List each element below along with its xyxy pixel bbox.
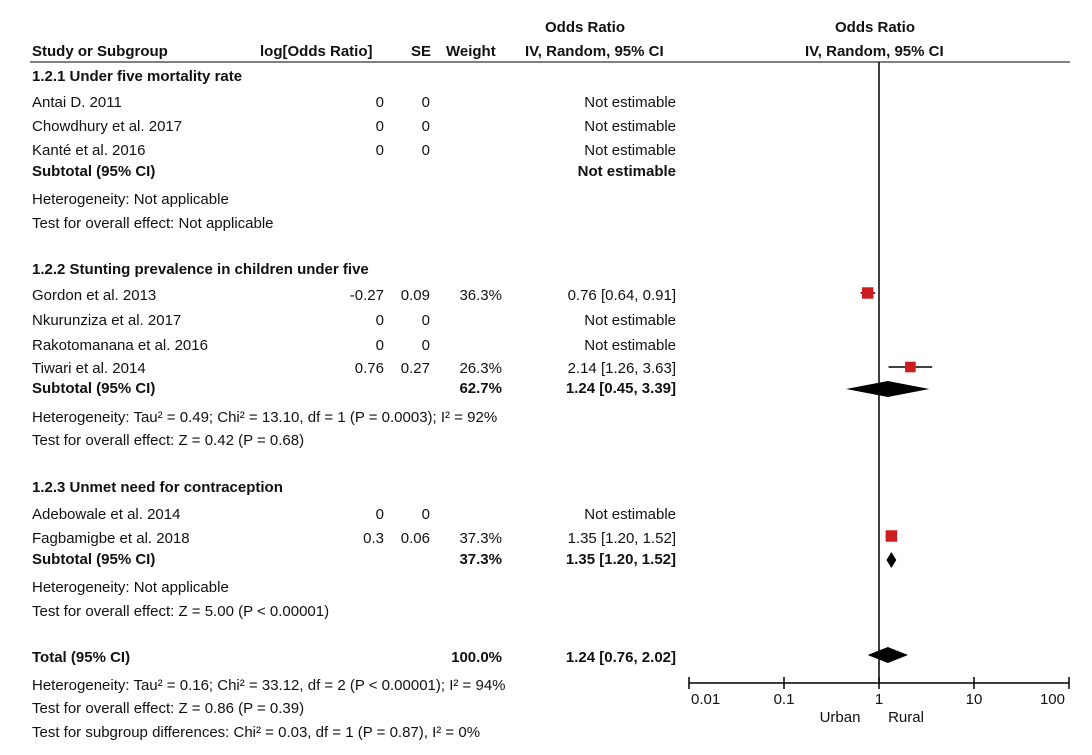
ci-value: Not estimable	[584, 506, 676, 523]
ci-column-header: IV, Random, 95% CI	[525, 43, 664, 60]
log-or-column-header: log[Odds Ratio]	[260, 43, 373, 60]
study-name: Nkurunziza et al. 2017	[32, 312, 182, 329]
log-or-value: 0	[375, 94, 384, 111]
se-value: 0	[421, 312, 430, 329]
total-heterogeneity-text: Heterogeneity: Tau² = 0.16; Chi² = 33.12…	[32, 677, 506, 694]
ci-value: Not estimable	[584, 118, 676, 135]
log-or-value: 0	[375, 337, 384, 354]
x-tick-label: 10	[966, 691, 983, 708]
x-tick-label: 0.1	[774, 691, 795, 708]
x-tick-label: 100	[1040, 691, 1065, 708]
study-name: Adebowale et al. 2014	[32, 506, 181, 523]
summary-diamond	[867, 647, 909, 663]
total-weight: 100.0%	[451, 649, 502, 666]
log-or-value: 0	[375, 118, 384, 135]
summary-diamond	[886, 552, 897, 568]
subgroup-differences-text: Test for subgroup differences: Chi² = 0.…	[32, 724, 481, 741]
study-marker	[905, 361, 916, 373]
heterogeneity-text: Heterogeneity: Not applicable	[32, 579, 229, 596]
group-title: 1.2.1 Under five mortality rate	[32, 68, 243, 85]
ci-value: 2.14 [1.26, 3.63]	[567, 360, 676, 377]
study-marker	[885, 530, 898, 542]
favours-left-label: Urban	[819, 709, 861, 726]
se-column-header: SE	[411, 43, 432, 60]
subtotal-weight: 37.3%	[459, 551, 502, 568]
or-column-title: Odds Ratio	[545, 19, 626, 36]
x-tick-label: 0.01	[691, 691, 720, 708]
se-value: 0.06	[400, 530, 430, 547]
subtotal-ci: 1.35 [1.20, 1.52]	[565, 551, 676, 568]
heterogeneity-text: Heterogeneity: Tau² = 0.49; Chi² = 13.10…	[32, 409, 498, 426]
study-marker	[861, 287, 874, 299]
group-title: 1.2.2 Stunting prevalence in children un…	[32, 261, 369, 278]
ci-value: Not estimable	[584, 312, 676, 329]
ci-value: Not estimable	[584, 94, 676, 111]
overall-effect-text: Test for overall effect: Not applicable	[32, 215, 274, 232]
subtotal-label: Subtotal (95% CI)	[32, 163, 156, 180]
se-value: 0.09	[400, 287, 430, 304]
study-name: Fagbamigbe et al. 2018	[32, 530, 190, 547]
x-axis-ticks: 0.01 0.1 1 10 100	[688, 677, 1070, 708]
total-overall-effect-text: Test for overall effect: Z = 0.86 (P = 0…	[32, 700, 305, 717]
log-or-value: 0.76	[354, 360, 384, 377]
weight-column-header: Weight	[446, 43, 496, 60]
study-name: Gordon et al. 2013	[32, 287, 157, 304]
study-name: Chowdhury et al. 2017	[32, 118, 183, 135]
subtotal-ci: 1.24 [0.45, 3.39]	[565, 380, 676, 397]
se-value: 0	[421, 94, 430, 111]
overall-effect-text: Test for overall effect: Z = 5.00 (P < 0…	[32, 603, 330, 620]
log-or-value: 0	[375, 142, 384, 159]
summary-diamond	[846, 381, 930, 397]
subtotal-weight: 62.7%	[459, 380, 502, 397]
subtotal-label: Subtotal (95% CI)	[32, 380, 156, 397]
weight-value: 26.3%	[459, 360, 502, 377]
se-value: 0	[421, 337, 430, 354]
se-value: 0	[421, 118, 430, 135]
se-value: 0	[421, 506, 430, 523]
overall-effect-text: Test for overall effect: Z = 0.42 (P = 0…	[32, 432, 305, 449]
se-value: 0.27	[400, 360, 430, 377]
study-name: Tiwari et al. 2014	[32, 360, 146, 377]
plot-subtitle: IV, Random, 95% CI	[805, 43, 944, 60]
study-name: Kanté et al. 2016	[32, 142, 146, 159]
total-label: Total (95% CI)	[32, 649, 131, 666]
log-or-value: 0.3	[363, 530, 384, 547]
ci-value: Not estimable	[584, 142, 676, 159]
weight-value: 36.3%	[459, 287, 502, 304]
favours-right-label: Rural	[888, 709, 924, 726]
plot-marks	[846, 287, 933, 663]
ci-value: Not estimable	[584, 337, 676, 354]
heterogeneity-text: Heterogeneity: Not applicable	[32, 191, 229, 208]
ci-value: 0.76 [0.64, 0.91]	[567, 287, 676, 304]
weight-value: 37.3%	[459, 530, 502, 547]
log-or-value: 0	[375, 312, 384, 329]
se-value: 0	[421, 142, 430, 159]
ci-value: 1.35 [1.20, 1.52]	[567, 530, 676, 547]
subtotal-label: Subtotal (95% CI)	[32, 551, 156, 568]
subtotal-ci: Not estimable	[577, 163, 676, 180]
log-or-value: -0.27	[349, 287, 384, 304]
study-name: Rakotomanana et al. 2016	[32, 337, 208, 354]
plot-title: Odds Ratio	[835, 19, 916, 36]
log-or-value: 0	[375, 506, 384, 523]
study-column-header: Study or Subgroup	[32, 43, 168, 60]
total-ci: 1.24 [0.76, 2.02]	[565, 649, 676, 666]
study-name: Antai D. 2011	[32, 94, 122, 111]
x-tick-label: 1	[875, 691, 883, 708]
group-title: 1.2.3 Unmet need for contraception	[32, 479, 283, 496]
